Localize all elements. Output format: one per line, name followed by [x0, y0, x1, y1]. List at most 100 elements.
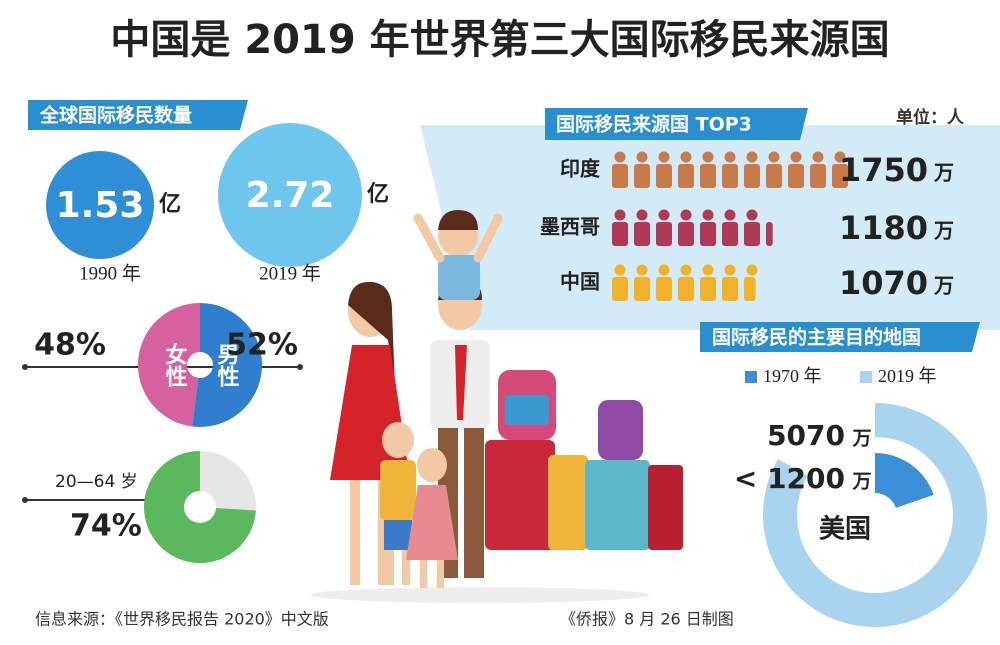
- pictograph: [612, 209, 773, 246]
- icon-body: [810, 164, 826, 188]
- icon-head: [614, 209, 626, 221]
- heading-bar: [545, 108, 808, 140]
- bubble: [46, 151, 154, 259]
- icon-body: [722, 164, 738, 188]
- icon-head: [636, 151, 648, 163]
- icon-body: [612, 277, 628, 301]
- icon-body: [656, 277, 672, 301]
- icon-body: [700, 222, 716, 246]
- icon-head: [658, 209, 670, 221]
- dot: [297, 364, 303, 370]
- icon-head: [768, 151, 780, 163]
- icon-head: [658, 151, 670, 163]
- icon-body: [832, 164, 848, 188]
- source-note: 信息来源：《世界移民报告 2020》中文版: [35, 610, 329, 629]
- icon-head: [790, 151, 802, 163]
- icon-head: [680, 151, 692, 163]
- icon-head: [658, 264, 670, 276]
- legend-label: 1970 年: [763, 366, 822, 386]
- icon-body: [678, 277, 694, 301]
- icon-body: [656, 164, 672, 188]
- pictograph: [612, 264, 758, 301]
- unit-label: 亿: [159, 192, 181, 217]
- year-label: 1990 年: [79, 262, 141, 284]
- icon-body: [634, 164, 650, 188]
- family-illustration: [310, 210, 683, 603]
- icon-head: [636, 264, 648, 276]
- radial-bar: [763, 403, 987, 628]
- unit-label: 亿: [367, 182, 389, 207]
- icon-body: [634, 277, 650, 301]
- pictograph: [612, 151, 848, 188]
- icon-head: [724, 209, 736, 221]
- icon-head: [834, 151, 846, 163]
- icon-head: [746, 264, 758, 276]
- country-label: 美国: [819, 514, 871, 545]
- icon-head: [702, 151, 714, 163]
- title: 中国是 2019 年世界第三大国际移民来源国: [110, 17, 889, 63]
- dot: [22, 364, 28, 370]
- icon-body: [744, 164, 760, 188]
- icon-head: [680, 209, 692, 221]
- icon-body: [700, 164, 716, 188]
- percent-label: 48%: [34, 328, 106, 363]
- bubble-value: 1.53: [56, 185, 145, 226]
- legend-label: 2019 年: [878, 366, 937, 386]
- legend-swatch: [860, 371, 872, 383]
- unit-note: 单位：人: [896, 107, 965, 128]
- country-label: 墨西哥: [540, 215, 600, 239]
- icon-body: [700, 277, 716, 301]
- dot: [22, 497, 28, 503]
- donut-segment: [144, 451, 256, 563]
- pie-slice: [192, 303, 262, 427]
- icon-body: [634, 222, 650, 246]
- icon-body: [612, 222, 628, 246]
- value-label: 5070: [767, 419, 845, 452]
- percent-label: 52%: [226, 328, 298, 363]
- legend-swatch: [745, 371, 757, 383]
- row-value: 1180: [839, 209, 928, 247]
- icon-body: [722, 277, 738, 301]
- country-label: 印度: [560, 157, 601, 181]
- row-value: 1070: [839, 264, 928, 302]
- icon-head: [614, 264, 626, 276]
- icon-body: [678, 222, 694, 246]
- icon-body: [788, 164, 804, 188]
- icon-body: [766, 222, 773, 246]
- icon-head: [614, 151, 626, 163]
- icon-body: [744, 222, 760, 246]
- row-value: 1750: [839, 151, 928, 189]
- credit-note: 《侨报》8 月 26 日制图: [560, 610, 734, 629]
- icon-head: [812, 151, 824, 163]
- heading-bar: [700, 322, 980, 352]
- year-label: 2019 年: [259, 262, 321, 284]
- value-label: < 1200: [734, 462, 845, 495]
- icon-head: [724, 151, 736, 163]
- icon-body: [678, 164, 694, 188]
- unit-label: 万: [933, 274, 954, 298]
- heading-bar: [28, 100, 248, 130]
- section-heading: 全球国际移民数量: [39, 104, 192, 127]
- icon-body: [722, 222, 738, 246]
- unit-label: 万: [851, 428, 871, 450]
- icon-head: [680, 264, 692, 276]
- bubble: [218, 123, 362, 267]
- icon-body: [766, 164, 782, 188]
- icon-head: [746, 209, 758, 221]
- unit-label: 万: [933, 219, 954, 243]
- country-label: 中国: [560, 270, 600, 294]
- slice-name: 女性: [162, 342, 188, 387]
- radial-bar: [875, 453, 934, 508]
- unit-label: 万: [851, 471, 871, 493]
- icon-head: [724, 264, 736, 276]
- pie-slice: [137, 303, 200, 427]
- icon-body: [744, 277, 756, 301]
- age-range: 20—64 岁: [55, 472, 138, 492]
- section-heading: 国际移民来源国 TOP3: [556, 113, 752, 136]
- icon-head: [702, 209, 714, 221]
- icon-body: [612, 164, 628, 188]
- icon-head: [746, 151, 758, 163]
- icon-body: [656, 222, 672, 246]
